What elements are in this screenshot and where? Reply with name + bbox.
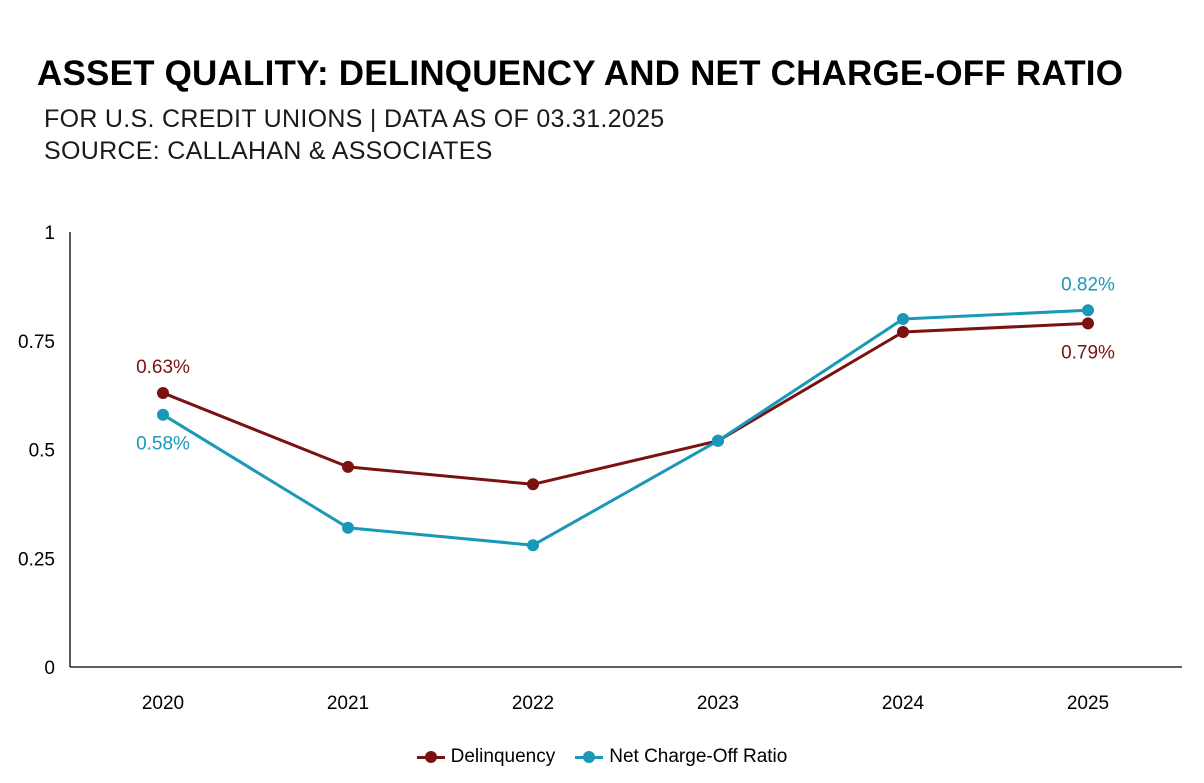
x-tick-label-2022: 2022 (512, 693, 554, 714)
data-label-net-charge-off-ratio-2025: 0.82% (1061, 274, 1115, 295)
data-point-delinquency-2025 (1082, 317, 1094, 330)
y-tick-label-0-75: 0.75 (18, 332, 55, 353)
y-tick-label-1: 1 (44, 223, 55, 244)
y-tick-label-0: 0 (44, 658, 55, 679)
chart-title: ASSET QUALITY: DELINQUENCY AND NET CHARG… (37, 54, 1124, 93)
legend-label-delinquency: Delinquency (450, 746, 556, 767)
chart-legend: Delinquency Net Charge-Off Ratio (0, 746, 1204, 768)
legend-swatch-delinquency (416, 751, 445, 763)
x-tick-label-2021: 2021 (327, 693, 369, 714)
x-tick-label-2020: 2020 (142, 693, 184, 714)
data-label-delinquency-2025: 0.79% (1061, 342, 1115, 363)
legend-marker-delinquency (424, 751, 437, 763)
data-point-net-charge-off-ratio-2025 (1082, 304, 1094, 317)
data-point-net-charge-off-ratio-2020 (157, 408, 169, 421)
legend-marker-net-charge-off-ratio (583, 751, 596, 763)
legend-label-net-charge-off-ratio: Net Charge-Off Ratio (609, 746, 788, 767)
data-point-delinquency-2021 (342, 460, 354, 473)
x-tick-label-2025: 2025 (1067, 693, 1109, 714)
chart-subtitle-line-1: FOR U.S. CREDIT UNIONS | DATA AS OF 03.3… (44, 105, 665, 133)
data-label-net-charge-off-ratio-2020: 0.58% (136, 434, 190, 455)
data-point-net-charge-off-ratio-2023 (712, 434, 724, 447)
data-point-delinquency-2020 (157, 386, 169, 399)
data-point-net-charge-off-ratio-2022 (527, 539, 539, 552)
data-point-net-charge-off-ratio-2024 (897, 313, 909, 325)
data-label-delinquency-2020: 0.63% (136, 357, 190, 378)
series-line-delinquency (161, 321, 1090, 486)
data-point-delinquency-2024 (897, 326, 909, 339)
legend-item-net-charge-off-ratio[interactable]: Net Charge-Off Ratio (575, 746, 787, 768)
series-line-net-charge-off-ratio (161, 308, 1090, 547)
data-point-delinquency-2022 (527, 478, 539, 491)
data-point-net-charge-off-ratio-2021 (342, 521, 354, 534)
y-tick-label-0-5: 0.5 (29, 441, 55, 462)
chart-subtitle-line-2: SOURCE: CALLAHAN & ASSOCIATES (44, 137, 493, 165)
y-tick-label-0-25: 0.25 (18, 549, 55, 570)
x-tick-label-2023: 2023 (697, 693, 739, 714)
legend-swatch-net-charge-off-ratio (575, 751, 604, 763)
legend-item-delinquency[interactable]: Delinquency (416, 746, 556, 768)
x-tick-label-2024: 2024 (882, 693, 925, 714)
